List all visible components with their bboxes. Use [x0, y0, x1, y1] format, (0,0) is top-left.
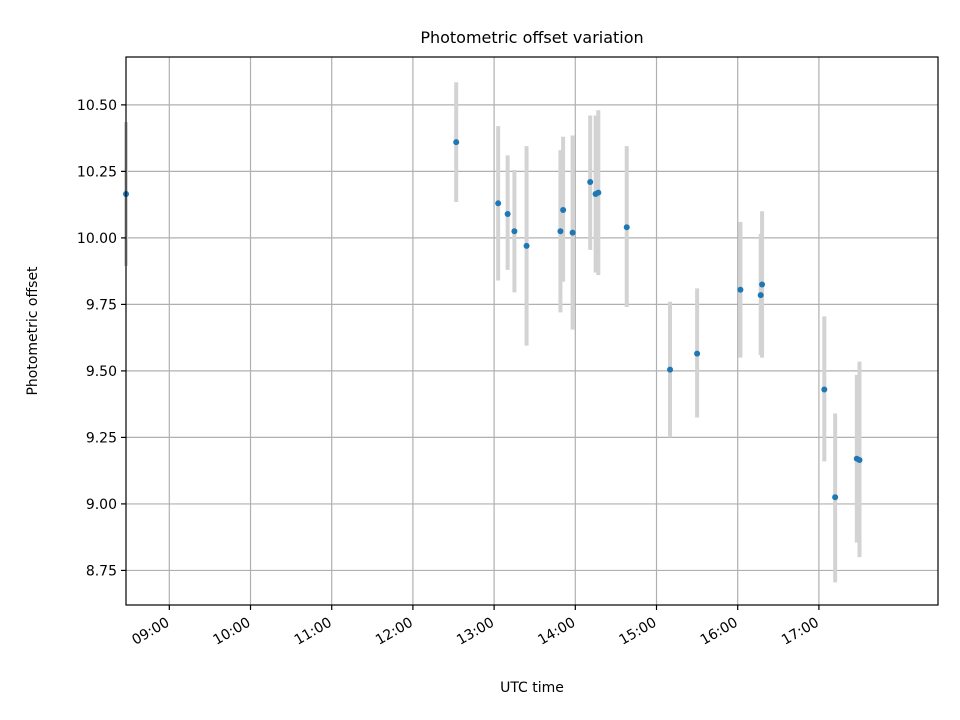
y-tick-label: 9.25 [86, 430, 117, 446]
data-point [523, 242, 530, 249]
x-axis-label: UTC time [500, 680, 564, 696]
data-point [453, 139, 460, 146]
data-point [832, 494, 839, 501]
y-tick-label: 10.00 [77, 231, 117, 247]
y-axis-ticks: 8.75 9.00 9.25 9.50 9.75 10.00 10.25 10.50 [77, 98, 126, 579]
plot-frame [125, 56, 939, 606]
data-point [495, 200, 502, 207]
data-point [759, 281, 766, 288]
data-point [587, 179, 594, 186]
data-point [595, 189, 602, 196]
data-point [511, 228, 518, 235]
data-point [694, 350, 701, 357]
data-point [667, 366, 674, 373]
data-point [623, 224, 630, 231]
data-point [560, 206, 567, 213]
grid-lines [126, 57, 938, 605]
data-point [757, 292, 764, 299]
data-point [737, 286, 744, 293]
data-point [821, 386, 828, 393]
y-tick-label: 9.50 [86, 364, 117, 380]
y-tick-label: 8.75 [86, 563, 117, 579]
y-tick-label: 9.00 [86, 497, 117, 513]
y-tick-label: 10.50 [77, 98, 117, 114]
chart-title: Photometric offset variation [420, 28, 643, 47]
data-point [569, 229, 576, 236]
y-axis-label: Photometric offset [25, 266, 41, 396]
data-points [123, 139, 863, 501]
y-tick-label: 10.25 [77, 164, 117, 180]
data-point [504, 210, 511, 217]
data-point [557, 228, 564, 235]
data-point [856, 457, 863, 464]
y-tick-label: 9.75 [86, 297, 117, 313]
